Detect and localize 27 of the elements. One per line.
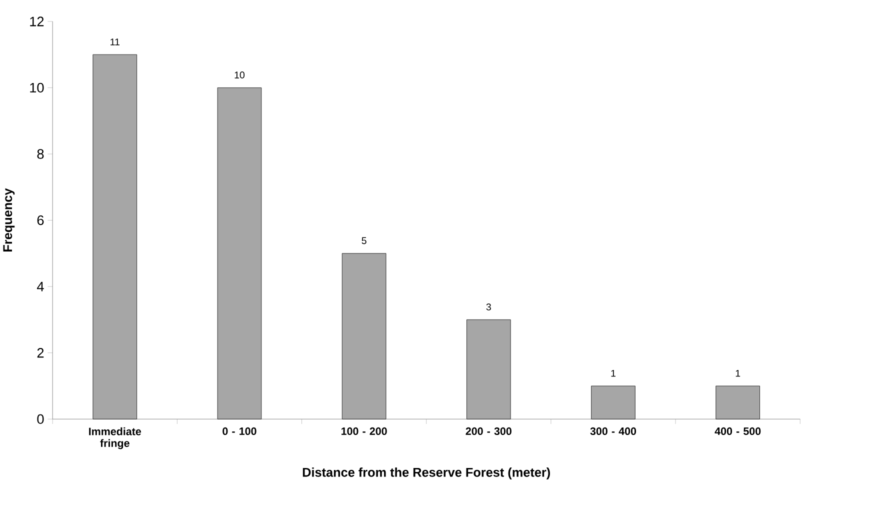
y-tick-label: 2 <box>37 348 44 358</box>
data-label: 1 <box>611 370 616 377</box>
x-tick-label: 200 - 300 <box>466 428 512 436</box>
y-tick-label: 12 <box>30 16 44 26</box>
x-tick-label: 300 - 400 <box>590 428 636 436</box>
y-tick-label: 8 <box>37 149 44 160</box>
x-tick-label: 400 - 500 <box>714 428 761 436</box>
data-label: 11 <box>110 38 120 46</box>
bar <box>342 253 386 420</box>
y-tick-label: 6 <box>37 216 44 226</box>
x-tick-label: 0 - 100 <box>222 428 256 436</box>
y-tick-label: 4 <box>36 282 44 292</box>
x-tick-label: Immediate fringe <box>89 428 142 450</box>
y-tick-label: 10 <box>30 83 44 93</box>
x-axis-title: Distance from the Reserve Forest (meter) <box>302 468 550 480</box>
data-label: 5 <box>362 238 366 244</box>
y-tick-label: 0 <box>37 414 44 424</box>
bar <box>217 88 262 420</box>
bar <box>92 54 138 420</box>
y-axis-title: Frequency <box>3 188 15 252</box>
bar <box>466 320 511 420</box>
bar <box>716 386 760 420</box>
data-label: 3 <box>486 304 491 311</box>
bar <box>591 386 636 420</box>
data-label: 1 <box>736 370 740 377</box>
x-tick-label: 100 - 200 <box>341 428 387 436</box>
data-label: 10 <box>234 72 245 79</box>
